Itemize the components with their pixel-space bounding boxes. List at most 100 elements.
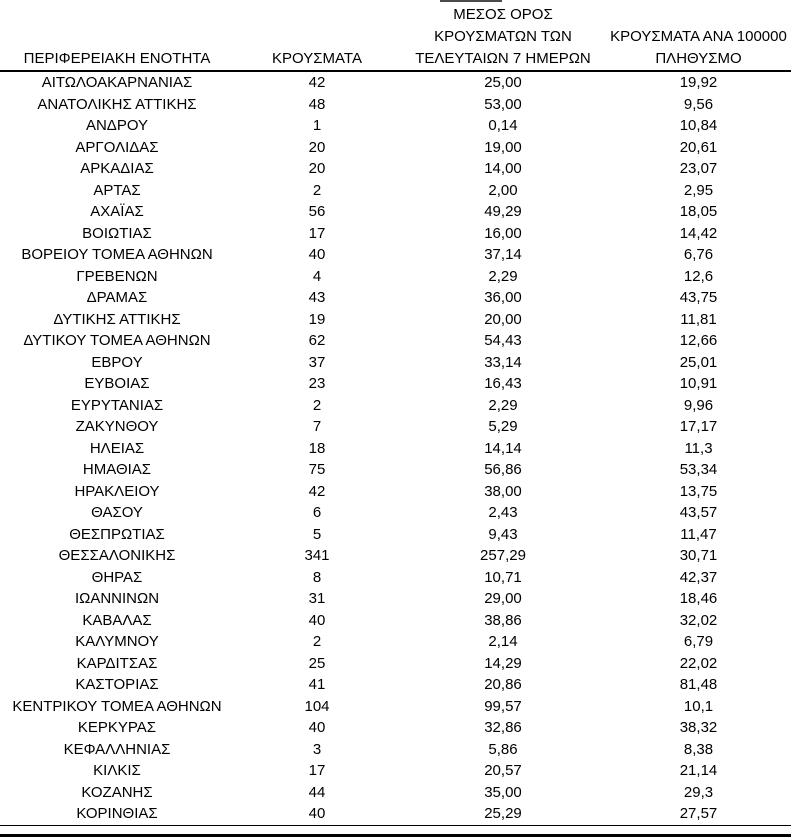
cases-cell: 25 [308, 654, 326, 672]
cases-cell: 40 [308, 805, 326, 822]
avg-7day-cell: 49,29 [484, 203, 522, 220]
cases-cell: 19 [308, 310, 326, 328]
cropped-text-remnant [440, 0, 502, 2]
region-name-cell: ΖΑΚΥΝΘΟΥ [75, 418, 159, 435]
table-row: ΗΡΑΚΛΕΙΟΥ 42 38,00 13,75 [0, 481, 791, 503]
per-100k-cell: 6,79 [683, 633, 714, 650]
avg-7day-cell: 20,86 [484, 676, 522, 693]
table-row: ΚΟΡΙΝΘΙΑΣ 40 25,29 27,57 [0, 803, 791, 825]
cases-cell: 3 [312, 740, 322, 758]
per-100k-cell: 43,57 [679, 504, 718, 521]
region-name-cell: ΚΑΒΑΛΑΣ [82, 611, 152, 629]
table-row: ΚΑΣΤΟΡΙΑΣ 41 20,86 81,48 [0, 674, 791, 696]
region-name-cell: ΘΑΣΟΥ [91, 504, 143, 521]
avg-7day-cell: 2,29 [488, 267, 518, 285]
region-name-cell: ΚΕΝΤΡΙΚΟΥ ΤΟΜΕΑ ΑΘΗΝΩΝ [12, 697, 222, 715]
avg-7day-cell: 257,29 [480, 547, 526, 564]
header-regional-unit-label: ΠΕΡΙΦΕΡΕΙΑΚΗ ΕΝΟΤΗΤΑ [23, 50, 211, 67]
table-row: ΕΒΡΟΥ 37 33,14 25,01 [0, 352, 791, 374]
header-cases-label: ΚΡΟΥΣΜΑΤΑ [272, 50, 362, 67]
table-row: ΑΡΚΑΔΙΑΣ 20 14,00 23,07 [0, 158, 791, 180]
table-row: ΘΕΣΣΑΛΟΝΙΚΗΣ 341 257,29 30,71 [0, 545, 791, 567]
region-name-cell: ΚΙΛΚΙΣ [93, 762, 141, 779]
cases-cell: 4 [312, 267, 322, 285]
table-row: ΘΗΡΑΣ 8 10,71 42,37 [0, 567, 791, 589]
header-avg-7day: ΜΕΣΟΣ ΟΡΟΣ ΚΡΟΥΣΜΑΤΩΝ ΤΩΝ ΤΕΛΕΥΤΑΙΩΝ 7 Η… [400, 4, 606, 70]
avg-7day-cell: 2,43 [488, 504, 518, 521]
per-100k-cell: 10,84 [679, 117, 718, 134]
header-avg-7day-line3: ΤΕΛΕΥΤΑΙΩΝ 7 ΗΜΕΡΩΝ [415, 50, 591, 67]
per-100k-cell: 19,92 [679, 74, 718, 91]
per-100k-cell: 14,42 [679, 224, 718, 242]
cases-cell: 37 [308, 353, 326, 371]
table-row: ΘΑΣΟΥ 6 2,43 43,57 [0, 502, 791, 524]
per-100k-cell: 25,01 [679, 353, 718, 371]
cases-cell: 56 [308, 203, 326, 220]
avg-7day-cell: 16,00 [484, 224, 522, 242]
cases-cell: 43 [308, 289, 326, 306]
table-row: ΓΡΕΒΕΝΩΝ 4 2,29 12,6 [0, 266, 791, 288]
table-row: ΚΕΝΤΡΙΚΟΥ ΤΟΜΕΑ ΑΘΗΝΩΝ 104 99,57 10,1 [0, 696, 791, 718]
per-100k-cell: 32,02 [679, 611, 718, 629]
avg-7day-cell: 32,86 [484, 719, 522, 736]
header-per-100k: ΚΡΟΥΣΜΑΤΑ ΑΝΑ 100000 ΠΛΗΘΥΣΜΟ [606, 26, 791, 70]
cases-cell: 40 [308, 246, 326, 263]
table-row: ΔΥΤΙΚΟΥ ΤΟΜΕΑ ΑΘΗΝΩΝ 62 54,43 12,66 [0, 330, 791, 352]
avg-7day-cell: 38,86 [484, 611, 522, 629]
avg-7day-cell: 37,14 [484, 246, 522, 263]
region-name-cell: ΚΑΛΥΜΝΟΥ [75, 633, 159, 650]
region-name-cell: ΑΧΑΪΑΣ [90, 203, 144, 220]
avg-7day-cell: 0,14 [488, 117, 518, 134]
table-row: ΗΛΕΙΑΣ 18 14,14 11,3 [0, 438, 791, 460]
avg-7day-cell: 5,29 [488, 418, 518, 435]
region-name-cell: ΗΛΕΙΑΣ [89, 439, 145, 457]
cases-cell: 41 [308, 676, 326, 693]
header-per-100k-line2: ΠΛΗΘΥΣΜΟ [655, 50, 742, 67]
region-name-cell: ΒΟΙΩΤΙΑΣ [82, 224, 152, 242]
region-name-cell: ΑΝΔΡΟΥ [85, 117, 149, 134]
region-name-cell: ΒΟΡΕΙΟΥ ΤΟΜΕΑ ΑΘΗΝΩΝ [21, 246, 213, 263]
avg-7day-cell: 38,00 [484, 482, 522, 500]
avg-7day-cell: 53,00 [484, 95, 522, 113]
cases-cell: 42 [308, 74, 326, 91]
header-cases: ΚΡΟΥΣΜΑΤΑ [234, 48, 400, 70]
cases-cell: 48 [308, 95, 326, 113]
avg-7day-cell: 2,00 [488, 181, 518, 199]
region-name-cell: ΕΥΒΟΙΑΣ [84, 375, 150, 392]
per-100k-cell: 10,91 [679, 375, 718, 392]
avg-7day-cell: 14,29 [484, 654, 522, 672]
cases-cell: 2 [312, 181, 322, 199]
avg-7day-cell: 35,00 [484, 783, 522, 801]
avg-7day-cell: 16,43 [484, 375, 522, 392]
region-name-cell: ΑΡΚΑΔΙΑΣ [80, 160, 154, 177]
cases-cell: 62 [308, 332, 326, 349]
region-name-cell: ΘΗΡΑΣ [91, 568, 143, 586]
avg-7day-cell: 99,57 [484, 697, 522, 715]
region-name-cell: ΙΩΑΝΝΙΝΩΝ [74, 590, 160, 607]
cases-cell: 5 [312, 525, 322, 543]
avg-7day-cell: 25,29 [484, 805, 522, 822]
region-name-cell: ΓΡΕΒΕΝΩΝ [76, 267, 158, 285]
table-row: ΚΕΦΑΛΛΗΝΙΑΣ 3 5,86 8,38 [0, 739, 791, 761]
avg-7day-cell: 10,71 [484, 568, 522, 586]
region-name-cell: ΚΑΣΤΟΡΙΑΣ [75, 676, 159, 693]
table-row: ΚΑΒΑΛΑΣ 40 38,86 32,02 [0, 610, 791, 632]
per-100k-cell: 43,75 [679, 289, 718, 306]
per-100k-cell: 11,47 [680, 525, 717, 543]
cases-cell: 31 [308, 590, 326, 607]
header-avg-7day-line2: ΚΡΟΥΣΜΑΤΩΝ ΤΩΝ [434, 28, 572, 45]
per-100k-cell: 9,56 [683, 95, 714, 113]
per-100k-cell: 38,32 [679, 719, 718, 736]
cases-cell: 17 [308, 224, 326, 242]
table-header-row: ΠΕΡΙΦΕΡΕΙΑΚΗ ΕΝΟΤΗΤΑ ΚΡΟΥΣΜΑΤΑ ΜΕΣΟΣ ΟΡΟ… [0, 0, 791, 72]
region-name-cell: ΚΑΡΔΙΤΣΑΣ [76, 654, 158, 672]
region-name-cell: ΕΒΡΟΥ [91, 353, 143, 371]
header-avg-7day-line1: ΜΕΣΟΣ ΟΡΟΣ [453, 6, 553, 23]
region-name-cell: ΗΡΑΚΛΕΙΟΥ [74, 482, 160, 500]
per-100k-cell: 17,17 [679, 418, 718, 435]
table-row: ΚΙΛΚΙΣ 17 20,57 21,14 [0, 760, 791, 782]
per-100k-cell: 6,76 [683, 246, 714, 263]
table-row: ΑΝΔΡΟΥ 1 0,14 10,84 [0, 115, 791, 137]
region-name-cell: ΘΕΣΣΑΛΟΝΙΚΗΣ [58, 547, 176, 564]
